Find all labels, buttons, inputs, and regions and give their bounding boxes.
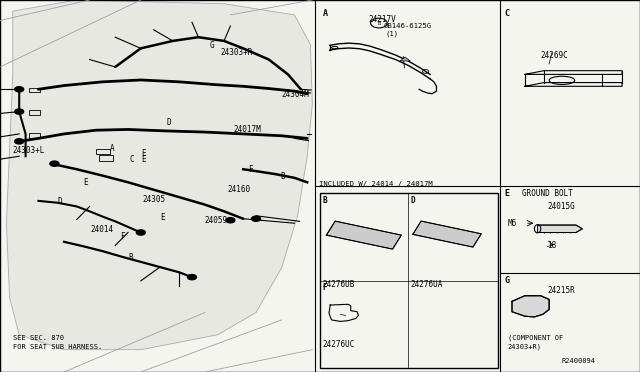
Bar [96,149,110,154]
Circle shape [188,275,196,280]
Text: INCLUDED W/ 24014 / 24017M: INCLUDED W/ 24014 / 24017M [319,181,433,187]
Text: 24015G: 24015G [547,202,575,211]
Text: E: E [160,213,164,222]
Text: 24304M: 24304M [282,90,309,99]
Text: F: F [323,283,327,292]
Text: FOR SEAT SUB HARNESS.: FOR SEAT SUB HARNESS. [13,344,102,350]
Text: 24059: 24059 [205,216,228,225]
Text: (COMPONENT OF: (COMPONENT OF [508,334,563,341]
Text: SEE SEC. 870: SEE SEC. 870 [13,335,64,341]
Polygon shape [512,296,549,317]
Text: B: B [323,196,327,205]
Text: M6: M6 [508,219,516,228]
Text: C: C [130,155,134,164]
Text: C: C [504,9,509,18]
Text: 24303+L: 24303+L [13,146,45,155]
Text: D: D [411,196,415,205]
Text: R2400094: R2400094 [562,358,596,364]
Circle shape [15,139,24,144]
Polygon shape [400,57,410,61]
Text: E: E [141,155,145,164]
Text: D: D [166,118,171,126]
Bar [29,133,40,138]
Text: 24276UC: 24276UC [323,340,355,349]
Text: A: A [110,144,115,153]
Text: E: E [141,149,145,158]
Text: 0B146-6125G: 0B146-6125G [384,23,432,29]
Bar [320,193,498,368]
Text: B: B [377,20,381,26]
Polygon shape [538,225,582,232]
Text: 24303+R): 24303+R) [508,343,541,350]
Text: 24276UB: 24276UB [323,280,355,289]
Text: 24017M: 24017M [234,125,261,134]
Bar [99,155,113,161]
Text: 24303+R: 24303+R [221,48,253,57]
Text: F: F [248,165,253,174]
Text: 24276UA: 24276UA [411,280,444,289]
Text: 24269C: 24269C [541,51,568,60]
Text: G: G [504,276,509,285]
Bar [29,88,40,92]
Circle shape [136,230,145,235]
Text: 24160: 24160 [227,185,250,194]
Text: 24305: 24305 [142,195,165,203]
Polygon shape [413,221,481,247]
Circle shape [226,218,235,223]
Text: G: G [210,41,214,50]
Text: E: E [83,178,88,187]
Text: 18: 18 [547,241,556,250]
Circle shape [15,109,24,114]
Text: 24217V: 24217V [368,15,396,24]
Text: 24215R: 24215R [547,286,575,295]
Text: (1): (1) [385,31,399,37]
Text: D: D [58,197,62,206]
Text: F: F [120,232,125,241]
Text: E: E [504,189,509,198]
Text: B: B [128,253,132,262]
Text: B: B [280,172,285,181]
Circle shape [50,161,59,166]
Bar [29,110,40,115]
Polygon shape [6,0,312,350]
Text: GROUND BOLT: GROUND BOLT [522,189,572,198]
Circle shape [15,87,24,92]
Polygon shape [326,221,401,249]
Circle shape [252,216,260,221]
Text: A: A [323,9,328,18]
Text: 24014: 24014 [91,225,114,234]
